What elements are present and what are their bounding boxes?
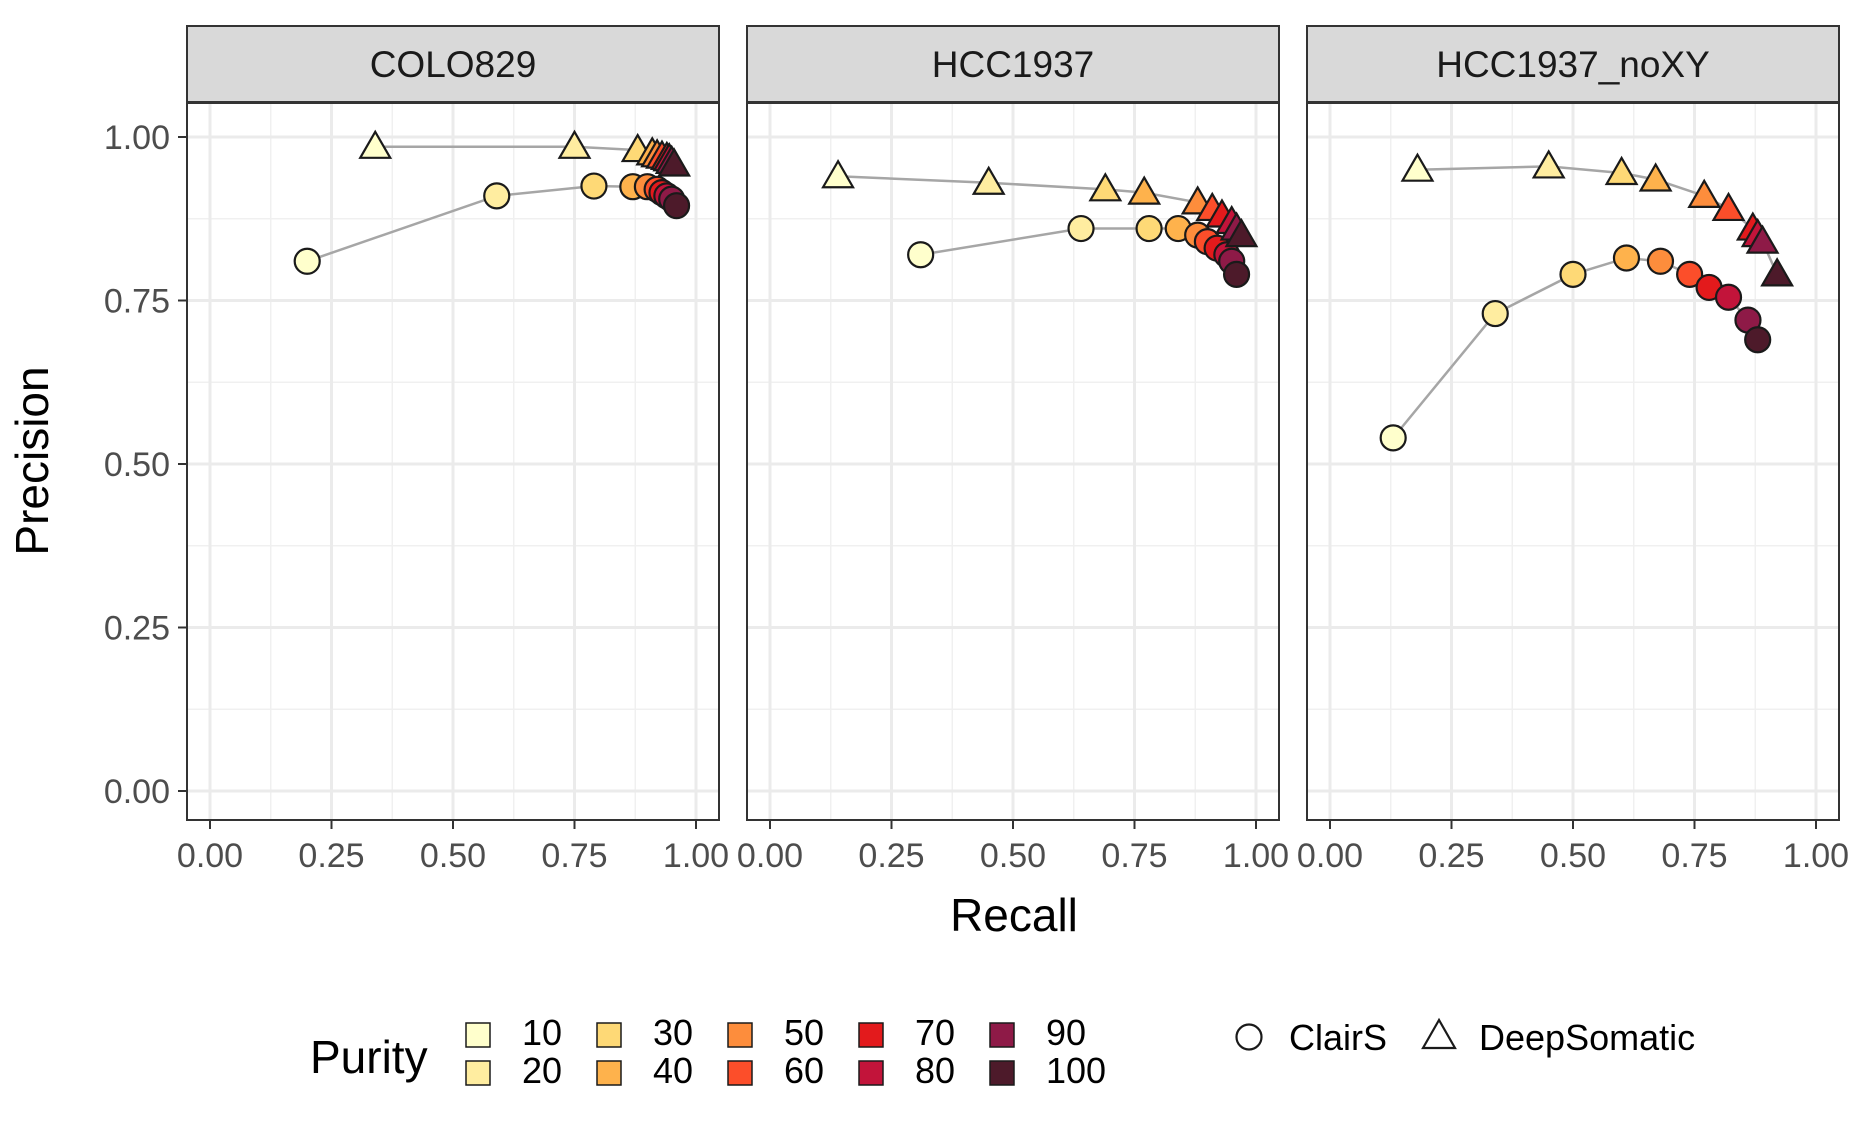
point-deepsomatic	[1127, 175, 1162, 205]
facet-1: COLO829 0.00 0.25 0.50 0.75 1.00 0.00 0.25 0.50 0…	[104, 25, 729, 875]
legend-purity-key	[465, 1022, 491, 1048]
x-tick-label: 0.00	[177, 837, 243, 875]
legend-purity-label: 50	[784, 1012, 824, 1053]
series-line-clairs	[1392, 256, 1759, 439]
facet-strip	[186, 25, 720, 103]
legend-purity-key	[596, 1060, 622, 1086]
y-tick-label: 1.00	[104, 119, 170, 157]
y-axis-title: Precision	[6, 366, 58, 555]
x-tick-label: 0.50	[980, 837, 1046, 875]
facet-2: HCC1937 0.00 0.25 0.50 0.75 1.00	[737, 25, 1289, 875]
point-deepsomatic	[1088, 172, 1123, 202]
legend-shape-label: DeepSomatic	[1479, 1017, 1695, 1058]
legend-purity-label: 10	[522, 1012, 562, 1053]
point-clairs	[483, 182, 511, 210]
point-clairs	[662, 192, 691, 220]
legend-purity-key	[465, 1060, 491, 1086]
point-clairs	[1067, 214, 1095, 243]
point-clairs	[1222, 260, 1251, 288]
point-clairs	[1481, 299, 1509, 328]
legend-shape-triangle	[1421, 1017, 1457, 1050]
legend-shape-circle	[1235, 1023, 1263, 1051]
x-tick-label: 0.75	[1661, 837, 1727, 875]
legend-purity-key	[858, 1022, 884, 1048]
legend-purity-label: 80	[915, 1050, 955, 1091]
x-tick-label: 0.25	[298, 837, 364, 875]
legend-shape-label: ClairS	[1289, 1017, 1387, 1058]
x-tick-label: 0.00	[737, 837, 803, 875]
point-clairs	[1612, 244, 1641, 272]
legend-purity-key	[858, 1060, 884, 1086]
y-tick-label: 0.00	[104, 773, 170, 811]
point-deepsomatic	[821, 159, 855, 189]
x-tick-label: 0.25	[858, 837, 924, 875]
legend-purity-label: 60	[784, 1050, 824, 1091]
point-deepsomatic	[1711, 191, 1746, 222]
point-deepsomatic	[1224, 217, 1259, 248]
legend-purity-label: 20	[522, 1050, 562, 1091]
x-tick-label: 1.00	[663, 837, 729, 875]
point-clairs	[1135, 214, 1163, 243]
point-deepsomatic	[1745, 224, 1780, 254]
legend-purity-label: 100	[1046, 1050, 1106, 1091]
x-tick-label: 1.00	[1783, 837, 1849, 875]
x-tick-label: 0.75	[1101, 837, 1167, 875]
point-clairs	[1646, 247, 1675, 275]
point-deepsomatic	[1400, 152, 1435, 182]
point-clairs	[907, 241, 935, 269]
x-tick-label: 0.50	[1540, 837, 1606, 875]
facet-title: HCC1937_noXY	[1436, 44, 1710, 85]
x-tick-label: 0.00	[1297, 837, 1363, 875]
legend-purity-label: 90	[1046, 1012, 1086, 1053]
legend-purity-label: 40	[653, 1050, 693, 1091]
legend-purity-label: 30	[653, 1012, 693, 1053]
y-tick-label: 0.75	[104, 283, 170, 321]
x-axis-title: Recall	[950, 889, 1078, 941]
x-tick-label: 0.25	[1418, 837, 1484, 875]
point-deepsomatic	[1687, 178, 1722, 208]
facet-title: COLO829	[370, 44, 537, 85]
point-clairs	[1676, 260, 1704, 288]
point-deepsomatic	[1760, 257, 1795, 287]
legend-purity-key	[989, 1060, 1015, 1086]
point-deepsomatic	[358, 129, 393, 159]
point-clairs	[1744, 326, 1772, 354]
legend-purity-key	[989, 1022, 1015, 1048]
point-clairs	[1379, 424, 1407, 452]
facet-strip	[746, 25, 1280, 103]
point-deepsomatic	[1638, 162, 1673, 192]
point-clairs	[1559, 260, 1587, 288]
y-tick-label: 0.50	[104, 446, 170, 484]
y-tick-label: 0.25	[104, 610, 170, 648]
x-tick-label: 0.50	[420, 837, 486, 875]
point-deepsomatic	[1604, 155, 1639, 186]
point-deepsomatic	[971, 165, 1006, 195]
point-deepsomatic	[557, 129, 592, 159]
point-deepsomatic	[657, 147, 692, 177]
legend-purity-title: Purity	[310, 1031, 428, 1083]
point-deepsomatic	[1531, 149, 1566, 179]
legend-purity-key	[596, 1022, 622, 1048]
point-clairs	[293, 247, 321, 275]
legend-purity-key	[727, 1060, 753, 1086]
x-tick-label: 0.75	[541, 837, 607, 875]
legend-purity-key	[727, 1022, 753, 1048]
x-tick-label: 1.00	[1223, 837, 1289, 875]
facet-title: HCC1937	[932, 44, 1094, 85]
point-clairs	[1714, 283, 1743, 311]
facet-3: HCC1937_noXY 0.00 0.25 0.50 0.75 1.00	[1297, 25, 1849, 875]
legend-purity-label: 70	[915, 1012, 955, 1053]
point-clairs	[580, 172, 608, 200]
facet-strip	[1306, 25, 1840, 103]
